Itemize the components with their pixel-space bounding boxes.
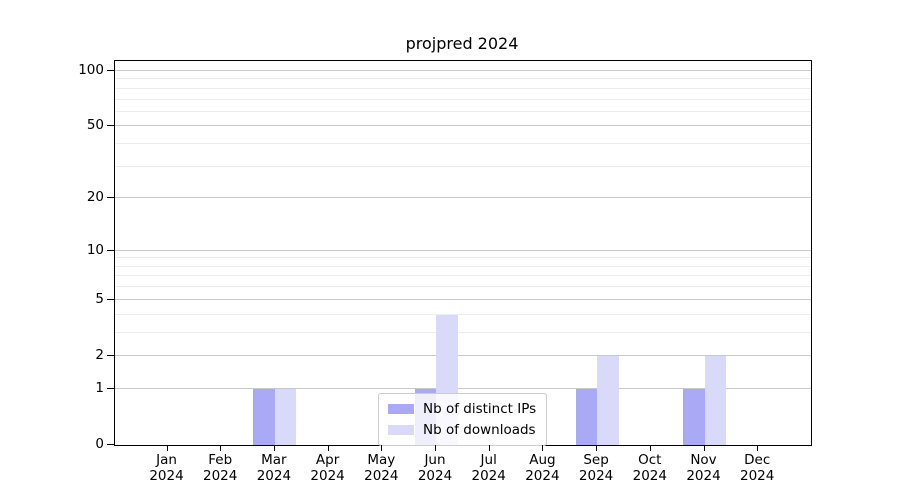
x-tick-year-nov: 2024 <box>686 468 721 484</box>
y-tick-mark-100 <box>107 70 114 71</box>
gridline-major-10 <box>115 250 811 251</box>
x-tick-label-apr: Apr 2024 <box>298 452 358 484</box>
gridline-major-20 <box>115 197 811 198</box>
y-tick-label-5: 5 <box>95 291 104 307</box>
bar-distinct-ips-mar <box>253 389 275 445</box>
gridline-major-1 <box>115 388 811 389</box>
x-tick-year-aug: 2024 <box>525 468 560 484</box>
y-tick-label-100: 100 <box>78 62 104 78</box>
y-tick-mark-20 <box>107 197 114 198</box>
bar-distinct-ips-sep <box>575 389 598 445</box>
y-tick-mark-10 <box>107 250 114 251</box>
gridline-minor-60 <box>115 111 811 112</box>
y-tick-mark-1 <box>107 388 114 389</box>
legend-swatch-downloads <box>388 425 414 435</box>
x-tick-year-mar: 2024 <box>256 468 292 484</box>
gridline-minor-6 <box>115 286 811 287</box>
bar-downloads-sep <box>597 356 619 445</box>
y-tick-mark-5 <box>107 299 114 300</box>
x-tick-mark-jul <box>488 445 490 451</box>
x-tick-label-nov: Nov 2024 <box>674 452 734 484</box>
y-tick-label-10: 10 <box>86 242 104 258</box>
y-tick-label-50: 50 <box>86 117 104 133</box>
gridline-minor-4 <box>115 314 811 315</box>
y-tick-label-1: 1 <box>95 380 104 396</box>
plot-area: Nb of distinct IPs Nb of downloads <box>114 60 812 446</box>
x-tick-label-aug: Aug 2024 <box>512 452 572 484</box>
y-tick-label-2: 2 <box>95 347 104 363</box>
gridline-minor-8 <box>115 266 811 267</box>
gridline-major-100 <box>115 70 811 71</box>
x-tick-mark-feb <box>220 445 222 451</box>
x-tick-label-jan: Jan 2024 <box>137 452 197 484</box>
gridline-minor-40 <box>115 143 811 144</box>
x-tick-label-jul: Jul 2024 <box>459 452 519 484</box>
x-tick-mark-jun <box>435 445 436 451</box>
gridline-minor-70 <box>115 99 811 100</box>
x-tick-label-mar: Mar 2024 <box>244 452 304 484</box>
x-tick-mark-sep <box>596 445 598 451</box>
legend-label-downloads: Nb of downloads <box>423 422 536 438</box>
y-tick-label-20: 20 <box>86 189 104 205</box>
gridline-major-50 <box>115 125 811 126</box>
bar-downloads-mar <box>274 389 297 445</box>
y-tick-label-0: 0 <box>95 436 104 452</box>
x-tick-year-dec: 2024 <box>740 468 775 484</box>
legend: Nb of distinct IPs Nb of downloads <box>378 393 548 446</box>
x-tick-year-may: 2024 <box>364 468 399 484</box>
gridline-minor-30 <box>115 166 811 167</box>
x-tick-year-jan: 2024 <box>149 468 184 484</box>
gridline-minor-9 <box>115 257 811 258</box>
x-tick-label-may: May 2024 <box>351 452 411 484</box>
y-tick-mark-0 <box>107 444 114 445</box>
x-tick-year-jun: 2024 <box>417 468 453 484</box>
x-tick-mark-mar <box>273 445 275 451</box>
x-tick-label-sep: Sep 2024 <box>566 452 626 484</box>
x-tick-mark-aug <box>542 445 544 451</box>
x-tick-label-jun: Jun 2024 <box>405 452 465 484</box>
gridline-minor-7 <box>115 275 811 276</box>
x-tick-year-jul: 2024 <box>471 468 506 484</box>
gridline-minor-3 <box>115 332 811 333</box>
x-tick-mark-jan <box>166 445 168 451</box>
x-tick-mark-apr <box>327 445 329 451</box>
x-tick-mark-may <box>381 445 383 451</box>
legend-swatch-distinct-ips <box>388 404 414 414</box>
x-tick-label-feb: Feb 2024 <box>190 452 250 484</box>
legend-row-downloads: Nb of downloads <box>388 422 536 438</box>
gridline-minor-80 <box>115 88 811 89</box>
gridline-minor-90 <box>115 78 811 79</box>
x-tick-label-dec: Dec 2024 <box>727 452 787 484</box>
legend-row-distinct-ips: Nb of distinct IPs <box>388 401 536 417</box>
x-tick-label-oct: Oct 2024 <box>620 452 680 484</box>
x-tick-year-feb: 2024 <box>203 468 238 484</box>
legend-label-distinct-ips: Nb of distinct IPs <box>423 401 537 417</box>
x-tick-mark-oct <box>649 445 651 451</box>
y-tick-mark-50 <box>107 125 114 126</box>
bar-downloads-nov <box>704 356 726 445</box>
x-tick-year-apr: 2024 <box>310 468 345 484</box>
chart-title: projpred 2024 <box>405 34 519 53</box>
y-tick-mark-2 <box>107 355 114 356</box>
x-tick-year-sep: 2024 <box>578 468 614 484</box>
gridline-major-2 <box>115 355 811 356</box>
x-tick-mark-nov <box>703 445 705 451</box>
bar-distinct-ips-nov <box>683 389 705 445</box>
x-tick-mark-dec <box>757 445 759 451</box>
x-tick-year-oct: 2024 <box>632 468 667 484</box>
gridline-major-5 <box>115 299 811 300</box>
